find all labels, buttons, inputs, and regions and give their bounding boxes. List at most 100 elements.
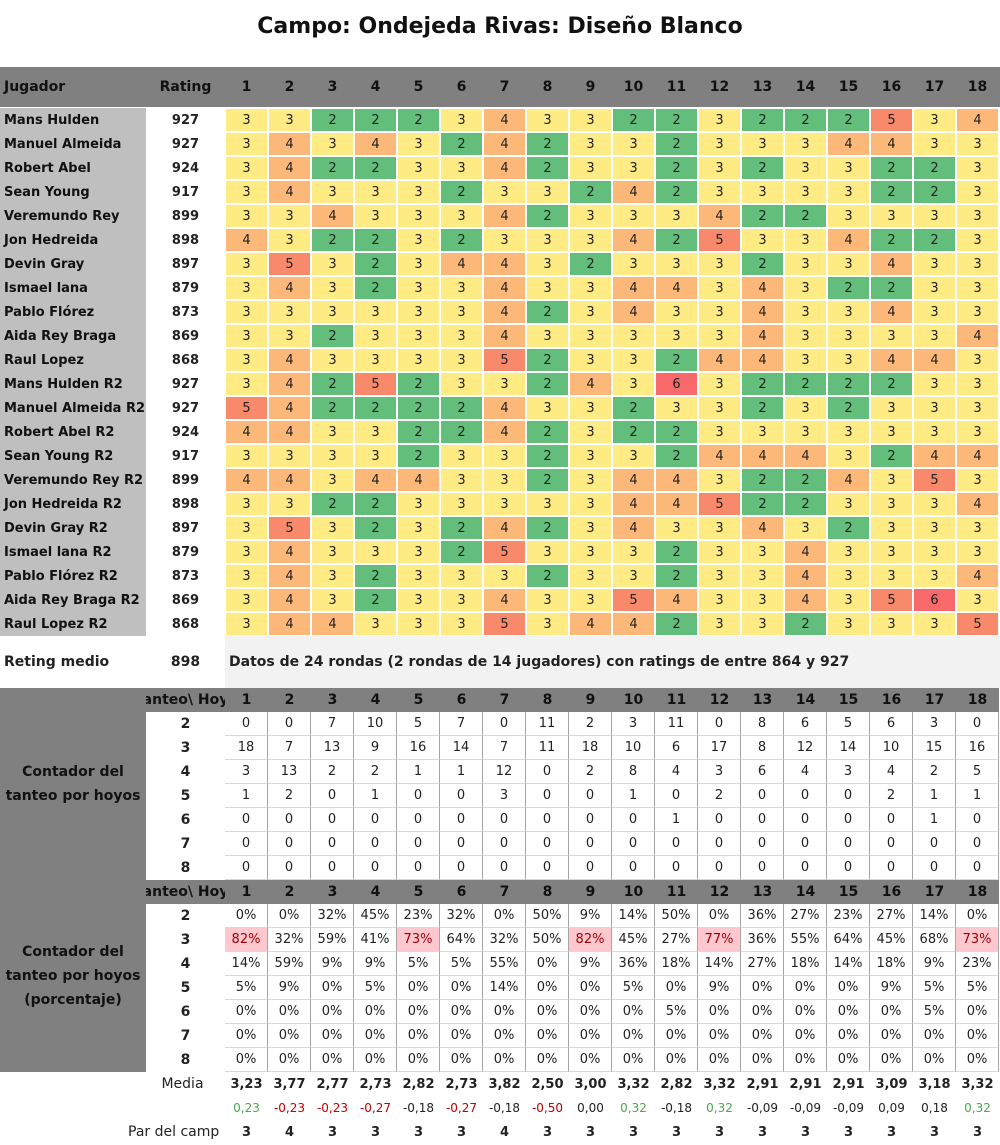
pct_table-row-label: 7: [180, 1028, 191, 1044]
pct_table-cell: 59%: [268, 952, 311, 976]
score-cell: 2: [827, 108, 870, 132]
score-cell: 3: [526, 612, 569, 636]
pct_table-hole-4: 4: [354, 880, 397, 904]
pct_table-cell: 0%: [827, 976, 870, 1000]
score-cell: 3: [440, 444, 483, 468]
pct_table-cell: 0%: [870, 1000, 913, 1024]
score-cell: 3: [913, 108, 956, 132]
score-cell: 3: [870, 612, 913, 636]
pct_table-cell: 0%: [397, 1000, 440, 1024]
player-name: Mans Hulden: [0, 108, 146, 132]
pct_table-cell: 0%: [827, 1048, 870, 1072]
count_table-cell: 0: [784, 808, 827, 832]
score-cell: 4: [741, 324, 784, 348]
count_table-cell: 0: [741, 808, 784, 832]
count_table-cell: 0: [268, 832, 311, 856]
score-cell: 3: [784, 324, 827, 348]
score-cell: 4: [913, 444, 956, 468]
pct_table-cell: 18%: [784, 952, 827, 976]
score-cell: 2: [526, 300, 569, 324]
score-cell: 3: [698, 516, 741, 540]
score-cell: 3: [956, 420, 999, 444]
pct_table-cell: 0%: [483, 1024, 526, 1048]
score-cell: 3: [268, 300, 311, 324]
score-cell: 3: [784, 252, 827, 276]
pct_table-cell: 45%: [870, 928, 913, 952]
score-cell: 3: [698, 132, 741, 156]
score-cell: 3: [956, 156, 999, 180]
score-cell: 3: [698, 588, 741, 612]
count_table-hole-10: 10: [612, 688, 655, 712]
count_table-cell: 3: [913, 712, 956, 736]
header-hole-12: 12: [698, 67, 741, 107]
score-cell: 4: [483, 156, 526, 180]
data-note: Datos de 24 rondas (2 rondas de 14 jugad…: [229, 654, 850, 670]
pct_table-cell: 0%: [655, 976, 698, 1000]
count_table-hole-7: 7: [483, 688, 526, 712]
count_table-cell: 0: [956, 712, 999, 736]
pct_table-cell: 0%: [225, 904, 268, 928]
pct_table-cell: 45%: [612, 928, 655, 952]
score-cell: 4: [268, 276, 311, 300]
player-name: Ismael lana: [0, 276, 146, 300]
score-cell: 3: [483, 372, 526, 396]
score-cell: 4: [225, 468, 268, 492]
score-cell: 4: [612, 612, 655, 636]
score-cell: 3: [956, 372, 999, 396]
count_table-cell: 1: [225, 784, 268, 808]
score-cell: 3: [225, 180, 268, 204]
score-cell: 2: [655, 348, 698, 372]
pct_table-cell: 0%: [741, 1024, 784, 1048]
score-cell: 4: [956, 492, 999, 516]
player-rating: 897: [171, 256, 200, 272]
count_table-cell: 0: [526, 808, 569, 832]
pct_table-hole-10: 10: [612, 880, 655, 904]
score-cell: 3: [698, 156, 741, 180]
header-hole-3: 3: [311, 67, 354, 107]
pct_table-cell: 5%: [225, 976, 268, 1000]
score-cell: 2: [827, 372, 870, 396]
score-cell: 3: [483, 564, 526, 588]
score-cell: 3: [741, 588, 784, 612]
count_table-cell: 12: [483, 760, 526, 784]
score-cell: 3: [397, 276, 440, 300]
score-cell: 3: [526, 492, 569, 516]
score-cell: 3: [397, 492, 440, 516]
count_table-cell: 0: [655, 832, 698, 856]
pct_table-cell: 0%: [741, 1000, 784, 1024]
score-cell: 3: [397, 348, 440, 372]
player-rating: 924: [171, 424, 200, 440]
player-rating: 898: [171, 496, 200, 512]
pct_table-cell: 9%: [913, 952, 956, 976]
pct_table-cell: 27%: [784, 904, 827, 928]
score-cell: 3: [354, 612, 397, 636]
score-cell: 3: [655, 396, 698, 420]
score-cell: 3: [397, 252, 440, 276]
score-cell: 3: [827, 492, 870, 516]
count_table-cell: 0: [612, 832, 655, 856]
score-cell: 2: [827, 396, 870, 420]
pct_table-cell: 0%: [655, 1024, 698, 1048]
score-cell: 3: [698, 300, 741, 324]
score-cell: 3: [397, 132, 440, 156]
score-cell: 4: [483, 420, 526, 444]
pct_table-cell: 36%: [741, 928, 784, 952]
count_table-cell: 0: [655, 856, 698, 880]
score-cell: 3: [440, 324, 483, 348]
score-cell: 2: [784, 372, 827, 396]
par-value: 3: [542, 1124, 553, 1140]
score-cell: 5: [612, 588, 655, 612]
pct_table-cell: 32%: [311, 904, 354, 928]
score-cell: 2: [526, 420, 569, 444]
score-cell: 3: [870, 396, 913, 420]
score-cell: 3: [225, 204, 268, 228]
score-cell: 3: [698, 396, 741, 420]
score-cell: 3: [698, 468, 741, 492]
player-name: Sean Young R2: [0, 444, 146, 468]
score-cell: 4: [784, 540, 827, 564]
count_table-cell: 0: [913, 832, 956, 856]
score-cell: 4: [741, 276, 784, 300]
score-cell: 3: [311, 252, 354, 276]
player-name: Robert Abel: [0, 156, 146, 180]
score-cell: 3: [569, 564, 612, 588]
